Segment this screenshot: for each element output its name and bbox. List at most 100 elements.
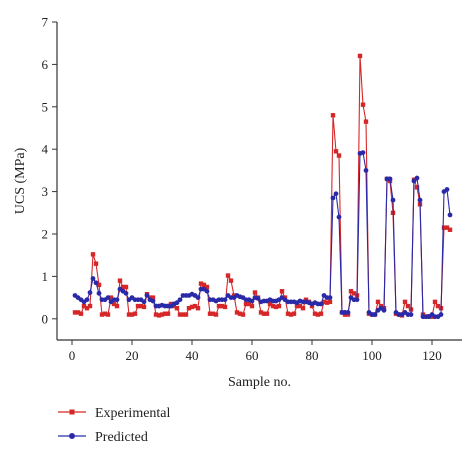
data-point-experimental <box>294 303 300 309</box>
data-point-experimental <box>228 278 234 283</box>
data-point-predicted <box>330 195 336 201</box>
data-point-predicted <box>444 187 450 192</box>
data-point-experimental <box>186 306 192 311</box>
data-point-experimental <box>267 301 273 307</box>
data-point-predicted <box>387 176 393 182</box>
data-point-experimental <box>333 149 339 154</box>
data-point-experimental <box>291 311 297 316</box>
x-tick-label: 120 <box>422 348 442 363</box>
data-point-predicted <box>255 296 261 301</box>
x-tick-label: 100 <box>362 348 382 363</box>
data-point-experimental <box>111 301 117 307</box>
data-point-experimental <box>180 312 186 317</box>
data-point-experimental <box>138 303 144 309</box>
data-point-experimental <box>222 304 228 310</box>
data-point-experimental <box>363 119 369 124</box>
data-point-experimental <box>327 299 333 305</box>
data-point-predicted <box>336 214 342 220</box>
data-point-experimental <box>201 282 207 288</box>
data-point-experimental <box>348 289 354 294</box>
y-tick-label: 5 <box>42 99 49 114</box>
data-point-experimental <box>321 299 327 305</box>
data-point-experimental <box>441 225 447 230</box>
x-tick-label: 40 <box>186 348 199 363</box>
data-point-experimental <box>447 227 453 232</box>
legend-label-experimental: Experimental <box>95 406 171 421</box>
legend-marker-experimental <box>69 409 75 415</box>
data-point-experimental <box>270 303 276 309</box>
data-point-predicted <box>84 297 90 303</box>
data-point-experimental <box>75 310 81 315</box>
data-point-predicted <box>93 280 99 286</box>
data-point-experimental <box>141 304 147 310</box>
legend-item-predicted: Predicted <box>58 430 148 445</box>
data-point-experimental <box>93 261 99 266</box>
data-point-predicted <box>141 299 147 305</box>
x-tick-label: 60 <box>246 348 259 363</box>
data-point-experimental <box>84 306 90 311</box>
data-point-experimental <box>99 312 105 317</box>
data-point-predicted <box>438 312 444 317</box>
data-point-experimental <box>252 290 258 295</box>
y-ticks: 0 1 2 3 4 5 6 7 <box>42 15 57 326</box>
data-point-experimental <box>174 306 180 311</box>
data-point-predicted <box>372 312 378 317</box>
data-point-experimental <box>156 313 162 318</box>
series-line-predicted <box>74 151 451 318</box>
data-point-experimental <box>279 289 285 294</box>
legend-marker-predicted <box>69 433 75 439</box>
data-point-experimental <box>336 153 342 158</box>
data-point-predicted <box>174 300 180 306</box>
data-point-predicted <box>222 297 228 303</box>
data-point-predicted <box>360 150 366 155</box>
data-point-experimental <box>165 311 171 316</box>
data-point-experimental <box>72 310 78 315</box>
data-point-predicted <box>345 310 351 315</box>
data-point-experimental <box>234 310 240 315</box>
data-point-experimental <box>213 312 219 317</box>
series-line-experimental <box>75 55 451 318</box>
data-point-predicted <box>96 290 102 296</box>
data-point-experimental <box>324 300 330 305</box>
y-tick-label: 0 <box>42 311 49 326</box>
data-point-predicted <box>354 297 360 303</box>
data-point-experimental <box>123 284 129 290</box>
data-point-experimental <box>219 303 225 309</box>
data-point-experimental <box>183 312 189 317</box>
data-point-predicted <box>249 298 255 304</box>
data-point-predicted <box>114 297 120 303</box>
data-point-predicted <box>363 168 369 173</box>
data-point-experimental <box>258 310 264 315</box>
data-point-experimental <box>114 303 120 309</box>
data-point-experimental <box>243 301 249 307</box>
data-point-predicted <box>150 298 156 304</box>
data-point-experimental <box>435 303 441 309</box>
x-tick-label: 80 <box>306 348 319 363</box>
data-point-predicted <box>195 295 201 300</box>
data-point-predicted <box>204 288 210 294</box>
data-point-experimental <box>216 303 222 309</box>
data-point-experimental <box>351 291 357 296</box>
data-point-predicted <box>327 295 333 300</box>
data-point-experimental <box>204 284 210 290</box>
legend: Experimental Predicted <box>58 406 171 445</box>
data-point-predicted <box>417 197 423 203</box>
data-point-predicted <box>447 212 453 218</box>
data-point-experimental <box>285 311 291 316</box>
data-point-experimental <box>159 312 165 317</box>
data-point-predicted <box>408 312 414 317</box>
data-point-experimental <box>246 301 252 307</box>
data-point-experimental <box>117 278 123 283</box>
data-point-experimental <box>312 311 318 316</box>
data-point-predicted <box>414 175 420 181</box>
y-tick-label: 3 <box>42 184 49 199</box>
data-point-experimental <box>195 306 201 311</box>
data-point-experimental <box>318 311 324 316</box>
data-point-predicted <box>411 178 417 184</box>
data-point-experimental <box>90 252 96 257</box>
data-point-experimental <box>261 311 267 316</box>
y-tick-label: 4 <box>42 142 49 157</box>
data-point-experimental <box>120 284 126 290</box>
data-point-experimental <box>192 303 198 309</box>
